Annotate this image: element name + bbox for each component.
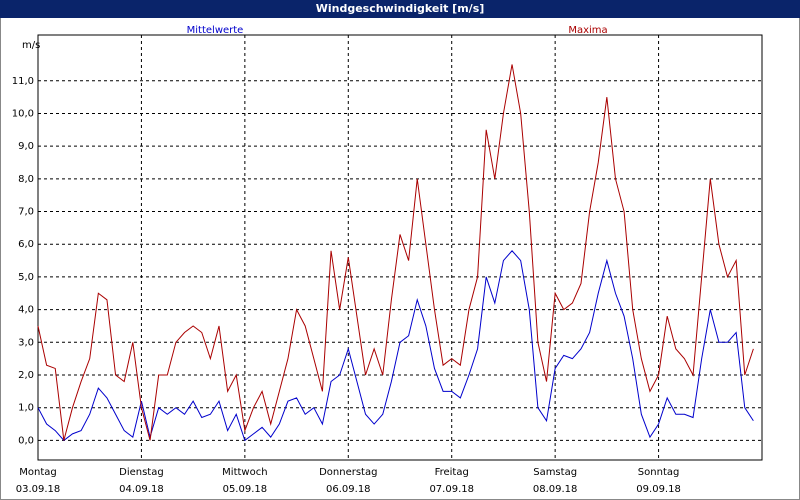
x-tick-label: Dienstag: [119, 467, 164, 478]
x-tick-label: Mittwoch: [222, 467, 267, 478]
legend-label: Mittelwerte: [187, 25, 244, 36]
y-tick-label: 4,0: [18, 305, 34, 316]
y-tick-label: 5,0: [18, 272, 34, 283]
x-tick-date: 06.09.18: [326, 484, 371, 495]
window-title: Windgeschwindigkeit [m/s]: [316, 2, 485, 15]
y-tick-label: 6,0: [18, 239, 34, 250]
x-tick-label: Montag: [19, 467, 56, 478]
y-tick-label: 3,0: [18, 337, 34, 348]
y-tick-label: 10,0: [12, 108, 34, 119]
x-tick-date: 07.09.18: [429, 484, 474, 495]
x-tick-date: 05.09.18: [223, 484, 268, 495]
y-unit: m/s: [22, 40, 40, 51]
x-tick-date: 09.09.18: [636, 484, 681, 495]
x-tick-label: Donnerstag: [319, 467, 377, 478]
x-tick-date: 04.09.18: [119, 484, 164, 495]
series-line: [37, 250, 754, 442]
y-tick-label: 9,0: [18, 141, 34, 152]
x-tick-label: Samstag: [533, 467, 577, 478]
y-tick-label: 2,0: [18, 370, 34, 381]
title-bar: [0, 0, 800, 18]
y-tick-label: 11,0: [12, 76, 34, 87]
y-tick-label: 8,0: [18, 174, 34, 185]
series-line: [37, 64, 754, 441]
x-tick-date: 03.09.18: [16, 484, 61, 495]
y-tick-label: 0,0: [18, 435, 34, 446]
y-tick-label: 7,0: [18, 207, 34, 218]
x-tick-label: Freitag: [435, 467, 469, 478]
x-tick-date: 08.09.18: [533, 484, 578, 495]
legend-label: Maxima: [568, 25, 607, 36]
x-tick-label: Sonntag: [638, 467, 680, 478]
y-tick-label: 1,0: [18, 403, 34, 414]
